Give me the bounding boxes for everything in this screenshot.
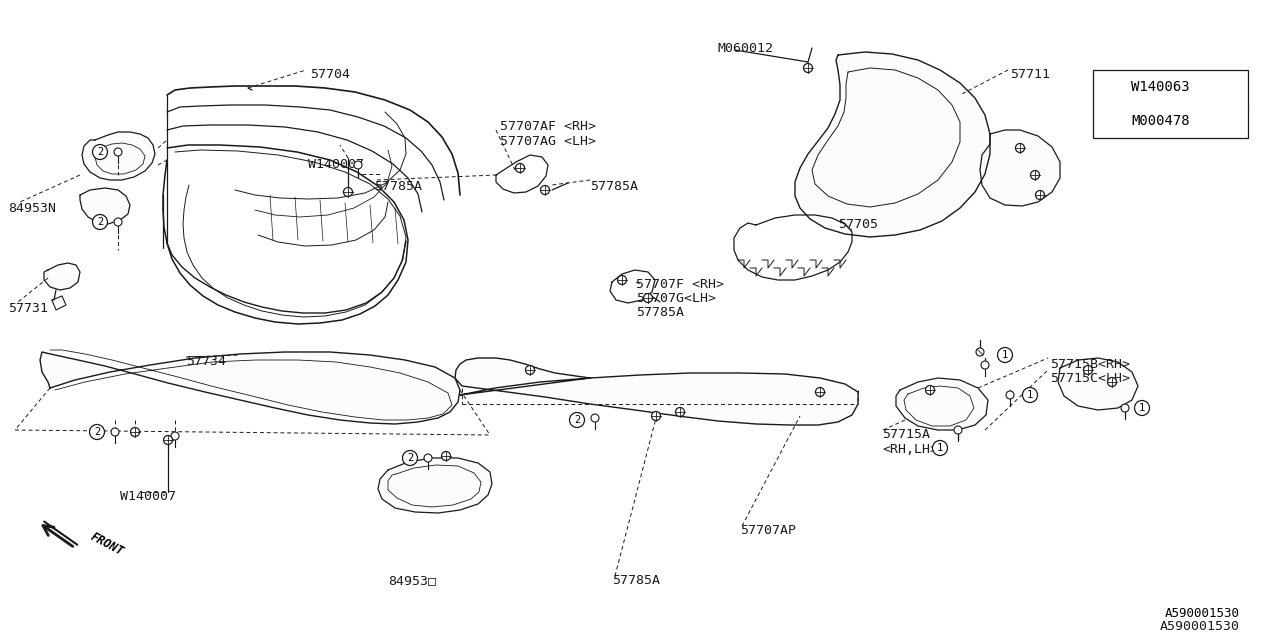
Text: 84953□: 84953□: [388, 574, 436, 587]
Circle shape: [1100, 78, 1117, 96]
Text: 1: 1: [1139, 403, 1146, 413]
Text: 57715A: 57715A: [882, 428, 931, 441]
Circle shape: [1036, 191, 1044, 200]
Text: 57731: 57731: [8, 302, 49, 315]
Circle shape: [1121, 404, 1129, 412]
Circle shape: [92, 145, 108, 159]
Circle shape: [1030, 170, 1039, 179]
Text: 2: 2: [97, 147, 104, 157]
Text: 1: 1: [1105, 116, 1111, 126]
Circle shape: [925, 385, 934, 394]
Text: M000478: M000478: [1132, 114, 1189, 128]
Text: 57705: 57705: [838, 218, 878, 231]
Polygon shape: [795, 52, 989, 237]
Circle shape: [570, 413, 585, 428]
Circle shape: [815, 387, 824, 397]
Circle shape: [617, 275, 626, 285]
Polygon shape: [378, 458, 492, 513]
Circle shape: [591, 414, 599, 422]
Text: A590001530: A590001530: [1165, 607, 1240, 620]
Text: <RH,LH>: <RH,LH>: [882, 443, 938, 456]
Text: M060012: M060012: [718, 42, 774, 55]
Circle shape: [980, 361, 989, 369]
Text: 2: 2: [97, 217, 104, 227]
Circle shape: [644, 294, 653, 303]
Polygon shape: [40, 352, 460, 424]
Circle shape: [997, 348, 1012, 362]
Circle shape: [1006, 391, 1014, 399]
Text: 1: 1: [1027, 390, 1033, 400]
Polygon shape: [79, 188, 131, 224]
Polygon shape: [454, 358, 858, 425]
Text: 57707AG <LH>: 57707AG <LH>: [500, 135, 596, 148]
Circle shape: [804, 63, 813, 72]
Polygon shape: [896, 378, 988, 430]
Circle shape: [526, 365, 535, 374]
Text: 2: 2: [1105, 82, 1111, 92]
Polygon shape: [82, 132, 155, 180]
Polygon shape: [1059, 358, 1138, 410]
Circle shape: [172, 432, 179, 440]
Circle shape: [1023, 387, 1038, 403]
Circle shape: [164, 435, 173, 445]
Circle shape: [343, 188, 352, 196]
Circle shape: [1100, 112, 1117, 130]
Circle shape: [355, 161, 362, 169]
Circle shape: [516, 163, 525, 173]
Circle shape: [114, 218, 122, 226]
Text: W140007: W140007: [308, 158, 364, 171]
Circle shape: [111, 428, 119, 436]
Text: W140007: W140007: [120, 490, 177, 503]
Polygon shape: [980, 130, 1060, 206]
Text: 57711: 57711: [1010, 68, 1050, 81]
Text: 57785A: 57785A: [612, 574, 660, 587]
Circle shape: [424, 454, 433, 462]
Text: 57785A: 57785A: [374, 180, 422, 193]
Text: 2: 2: [573, 415, 580, 425]
Text: 1: 1: [1002, 350, 1009, 360]
Text: 57715B<RH>: 57715B<RH>: [1050, 358, 1130, 371]
Circle shape: [1107, 378, 1116, 387]
Circle shape: [933, 440, 947, 456]
Text: 2: 2: [93, 427, 100, 437]
Text: A590001530: A590001530: [1160, 620, 1240, 633]
Text: FRONT: FRONT: [88, 530, 125, 558]
Circle shape: [92, 214, 108, 230]
Text: 1: 1: [937, 443, 943, 453]
Circle shape: [402, 451, 417, 465]
Polygon shape: [44, 263, 79, 290]
Text: 57734: 57734: [186, 355, 227, 368]
Text: W140063: W140063: [1132, 80, 1189, 94]
Text: 84953N: 84953N: [8, 202, 56, 215]
Circle shape: [540, 186, 549, 195]
Circle shape: [977, 348, 984, 356]
Circle shape: [131, 428, 140, 436]
Text: 57785A: 57785A: [636, 306, 684, 319]
Circle shape: [1134, 401, 1149, 415]
Text: 57704: 57704: [310, 68, 349, 81]
Circle shape: [1083, 365, 1093, 374]
Circle shape: [954, 426, 963, 434]
Text: 2: 2: [407, 453, 413, 463]
Text: 57785A: 57785A: [590, 180, 637, 193]
Text: 57715C<LH>: 57715C<LH>: [1050, 372, 1130, 385]
Text: 57707G<LH>: 57707G<LH>: [636, 292, 716, 305]
Text: 57707F <RH>: 57707F <RH>: [636, 278, 724, 291]
Text: 57707AP: 57707AP: [740, 524, 796, 537]
Circle shape: [676, 408, 685, 417]
Circle shape: [442, 451, 451, 461]
Circle shape: [652, 412, 660, 420]
Bar: [1093, 70, 1248, 138]
Circle shape: [1015, 143, 1024, 152]
Circle shape: [114, 148, 122, 156]
Circle shape: [90, 424, 105, 440]
Text: 57707AF <RH>: 57707AF <RH>: [500, 120, 596, 133]
